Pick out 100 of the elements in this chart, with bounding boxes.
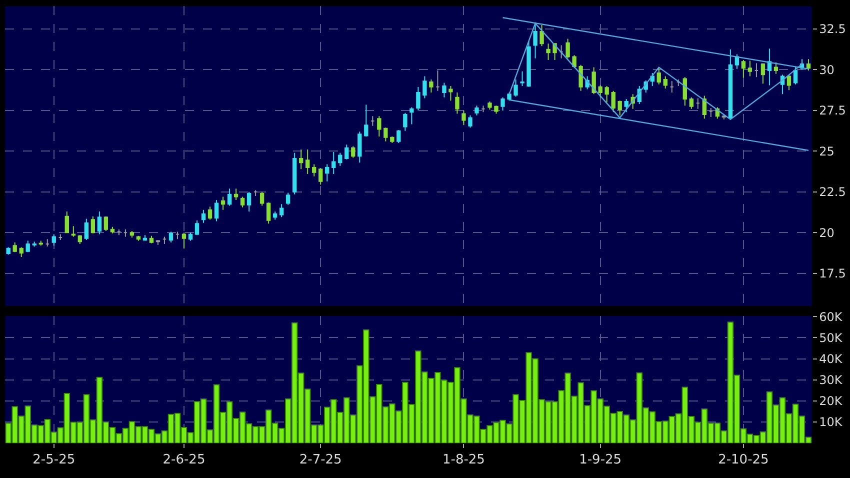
candlestick [130,230,134,238]
x-tick-label: 1-9-25 [579,452,622,468]
candlestick [214,200,219,222]
candlestick [38,240,43,246]
candlestick [156,239,160,246]
candlestick [182,232,186,249]
candlestick [194,220,200,236]
candlestick [312,164,316,177]
candlestick [624,98,628,113]
y-tick-label: 30K [819,373,844,388]
candlestick [78,234,82,245]
candlestick [696,98,700,110]
candlestick [767,48,772,86]
candlestick [162,236,167,245]
candlestick [676,79,680,87]
candlestick [168,231,174,243]
candlestick [32,241,36,247]
candlestick [377,116,382,138]
candlestick [318,168,323,186]
candlestick [45,238,50,247]
candlestick [410,106,414,125]
candlestick [272,210,278,220]
candlestick [52,234,56,246]
candlestick [760,62,766,84]
candlestick [104,216,108,232]
x-tick-label: 2-7-25 [299,452,342,468]
candlestick [416,86,420,111]
candlestick [702,95,707,120]
candlestick [429,79,434,94]
candlestick [188,232,193,242]
candlestick [175,231,180,240]
candlestick [19,246,24,258]
candlestick [240,196,245,208]
candlestick [442,82,446,98]
candlestick [774,62,778,74]
y-tick-label: 10K [819,415,844,430]
y-tick-label: 20K [819,394,844,408]
candlestick [540,24,544,47]
candlestick [462,110,466,126]
candlestick [227,188,232,206]
candlestick [364,104,368,138]
candlestick [208,206,212,220]
candlestick [142,234,148,242]
candlestick [58,234,62,240]
candlestick [298,149,304,170]
candlestick [116,228,122,236]
candlestick [533,22,538,59]
candlestick [396,130,401,144]
candlestick [358,131,362,164]
x-tick-label: 2-10-25 [718,452,769,468]
candlestick [220,196,226,210]
candlestick [793,66,798,85]
y-tick-label: 32.5 [819,22,846,36]
candlestick [84,218,89,240]
candlestick [90,216,96,234]
candlestick [286,192,290,206]
candlestick [403,112,408,132]
candlestick [201,209,206,224]
candlestick [234,188,238,201]
y-tick-label: 27.5 [819,104,846,118]
candlestick [708,108,714,118]
y-tick-label: 22.5 [819,185,846,200]
candlestick [266,202,271,224]
candlestick [306,149,310,174]
candlestick [6,246,10,256]
candlestick [325,164,330,182]
candlestick [384,127,388,142]
candlestick [566,38,570,59]
candlestick [123,228,128,238]
candlestick [494,105,498,114]
candlestick [26,240,30,253]
candlestick [598,84,602,98]
candlestick [689,96,694,110]
candlestick [110,226,115,234]
y-tick-label: 40K [819,352,844,366]
x-tick-label: 2-5-25 [32,452,76,468]
candlestick [618,100,622,116]
candlestick [97,210,102,235]
candlestick [136,235,141,242]
y-tick-label: 20 [819,226,834,240]
candlestick [663,76,668,89]
candlestick [572,54,576,69]
y-tick-label: 17.5 [819,266,846,281]
candlestick [468,114,472,128]
candlestick [474,105,479,116]
candlestick [526,40,531,88]
candlestick [422,76,427,99]
candlestick [741,59,746,78]
candlestick [448,86,453,102]
candlestick [507,92,512,102]
candlestick [246,191,252,212]
candlestick [786,74,792,91]
candlestick [754,62,759,78]
candlestick [344,144,349,160]
candlestick [604,86,609,103]
candlestick [488,101,492,110]
candlestick [332,151,336,174]
candlestick [279,204,284,218]
candlestick [436,70,440,92]
candlestick [455,92,460,114]
